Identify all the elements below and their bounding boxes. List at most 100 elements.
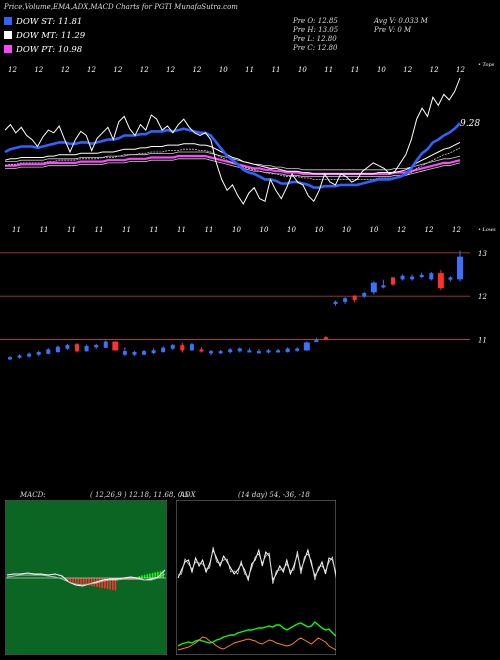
macd-histogram-bar — [143, 574, 146, 578]
legend-label-pt: DOW PT: 10.98 — [16, 45, 83, 55]
bottom-label: 10 — [315, 226, 324, 234]
adx-plus-di-line — [177, 621, 336, 647]
macd-histogram-bar — [80, 578, 82, 584]
bottom-label: 10 — [232, 226, 241, 234]
macd-histogram-bar — [69, 578, 72, 582]
macd-histogram-bar — [66, 578, 69, 582]
macd-histogram-bar — [72, 578, 74, 583]
ohlc-avg-volume: Avg V: 0.033 M — [374, 17, 428, 25]
top-label: 12 — [61, 66, 70, 74]
bottom-label: 12 — [452, 226, 461, 234]
macd-histogram-bar — [154, 572, 156, 578]
top-label: 12 — [192, 66, 201, 74]
top-label: 10 — [219, 66, 228, 74]
macd-label: MACD: — [20, 491, 46, 499]
macd-line — [6, 569, 166, 587]
candle-body — [161, 347, 166, 353]
macd-histogram-bar — [149, 573, 151, 578]
adx-frame — [176, 500, 336, 655]
candle-body — [75, 344, 80, 352]
candle-body — [276, 350, 281, 353]
candle-body — [36, 352, 41, 355]
candle-body — [180, 345, 185, 351]
candle-body — [352, 295, 357, 301]
bottom-label: 11 — [40, 226, 49, 234]
candle-body — [189, 344, 194, 351]
candle-body — [228, 349, 233, 353]
price-tick-label: 12 — [478, 293, 487, 301]
candle-body — [323, 337, 328, 340]
top-label: 11 — [351, 66, 360, 74]
candle-body — [390, 277, 395, 285]
ohlc-high: Pre H: 13.05 — [293, 26, 339, 34]
candle-body — [8, 357, 12, 360]
last-price-label: 9.28 — [460, 119, 480, 129]
top-label: 12 — [87, 66, 96, 74]
macd-signal-line — [6, 573, 166, 586]
bottom-label: 11 — [205, 226, 214, 234]
candle-body — [437, 273, 444, 288]
candle-body — [370, 282, 377, 293]
bottom-label: 12 — [425, 226, 434, 234]
candle-body — [314, 339, 319, 343]
top-label: 12 — [166, 66, 175, 74]
candle-body — [132, 352, 137, 355]
macd-histogram-bar — [141, 575, 143, 578]
adx-panel — [176, 500, 336, 655]
top-label: 12 — [403, 66, 412, 74]
macd-histogram-bar — [90, 578, 93, 586]
bottom-label: 11 — [122, 226, 131, 234]
top-label: 12 — [456, 66, 465, 74]
ema-mid-line — [4, 141, 461, 175]
adx-minus-di-line — [177, 636, 336, 651]
macd-histogram-bar — [104, 578, 106, 589]
ohlc-open: Pre O: 12.85 — [293, 17, 338, 25]
legend-swatch-st — [4, 17, 12, 25]
macd-histogram-bar — [162, 570, 164, 578]
lows-axis-label: • Lows — [478, 227, 496, 233]
macd-histogram-bar — [109, 578, 111, 590]
price-line — [4, 77, 461, 205]
candle-body — [17, 355, 22, 358]
macd-histogram-bar — [88, 578, 90, 586]
candle-body — [295, 348, 300, 351]
adx-params: (14 day) 54, -36, -18 — [238, 491, 310, 499]
candle-body — [170, 345, 175, 349]
legend-dow-pt: DOW PT: 10.98 — [4, 45, 82, 55]
candle-body — [55, 346, 60, 353]
candle-body — [122, 351, 127, 355]
top-label: 12 — [430, 66, 439, 74]
legend-label-st: DOW ST: 11.81 — [16, 17, 83, 27]
macd-histogram-bar — [85, 578, 88, 585]
ema-mid-line-2 — [4, 147, 461, 180]
top-label: 12 — [8, 66, 17, 74]
macd-histogram-bar — [146, 574, 149, 578]
top-label: 11 — [245, 66, 254, 74]
candle-body — [84, 345, 89, 352]
candle-body — [343, 298, 348, 302]
top-label: 12 — [140, 66, 149, 74]
macd-histogram-bar — [157, 571, 159, 578]
macd-histogram-bar — [77, 578, 80, 584]
top-label: 12 — [113, 66, 122, 74]
candle-body — [218, 351, 223, 354]
legend-swatch-mt — [4, 31, 12, 39]
candle-body — [151, 350, 156, 353]
macd-histogram-bar — [151, 573, 154, 578]
macd-histogram-bar — [64, 578, 66, 581]
candle-body — [285, 348, 290, 353]
top-label: 12 — [34, 66, 43, 74]
bottom-label: 11 — [150, 226, 159, 234]
ohlc-prev-volume: Pre V: 0 M — [374, 26, 412, 34]
bottom-label: 11 — [12, 226, 21, 234]
ema-long-band-lower — [5, 158, 461, 178]
ohlc-close: Pre C: 12.80 — [293, 44, 338, 52]
candle-body — [429, 273, 434, 280]
candle-body — [457, 256, 463, 280]
bottom-label: 10 — [260, 226, 269, 234]
candle-body — [94, 345, 99, 348]
bottom-label: 11 — [67, 226, 76, 234]
legend-swatch-pt — [4, 45, 12, 53]
macd-histogram-bar — [106, 578, 109, 589]
price-ema-chart: 12 12 12 12 12 12 12 12 10 11 11 10 11 11 10 12 12 12 11 11… — [0, 62, 496, 361]
